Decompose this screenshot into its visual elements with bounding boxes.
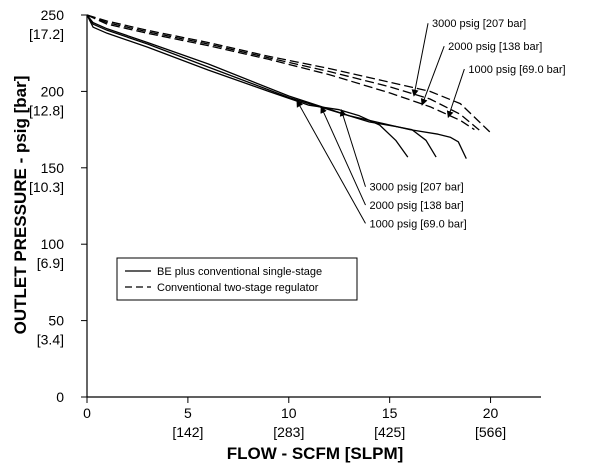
x-tick-label: 5 xyxy=(184,405,192,421)
annotations: 3000 psig [207 bar] 2000 psig [138 bar] 10… xyxy=(296,18,566,230)
annotation-label: 3000 psig [207 bar] xyxy=(432,18,526,30)
y-tick-sublabel: [12.8] xyxy=(29,102,64,118)
y-tick-label: 200 xyxy=(41,83,65,99)
series-line-dashed xyxy=(86,14,492,134)
y-tick-sublabel: [10.3] xyxy=(29,179,64,195)
y-tick-sublabel: [3.4] xyxy=(37,332,64,348)
y-tick-label: 100 xyxy=(41,236,65,252)
annotation-label: 1000 psig [69.0 bar] xyxy=(468,64,565,76)
y-tick-label: 50 xyxy=(48,313,64,329)
annotation-arrow xyxy=(420,45,445,106)
x-tick-label: 10 xyxy=(281,405,297,421)
ticks: 0 5 [142] 10 [283] 15 [425] 20 [566] 0 50 [3.4] 100 [… xyxy=(29,7,506,440)
x-tick-label: 15 xyxy=(382,405,398,421)
y-tick-label: 250 xyxy=(41,7,65,23)
y-tick-sublabel: [17.2] xyxy=(29,26,64,42)
series-line-solid xyxy=(86,14,409,158)
annotation-arrow xyxy=(296,99,366,224)
annotation-arrow xyxy=(339,109,366,187)
x-tick-label: 0 xyxy=(83,405,91,421)
x-tick-sublabel: [425] xyxy=(374,424,405,440)
series-line-solid xyxy=(86,14,467,159)
x-tick-sublabel: [142] xyxy=(172,424,203,440)
x-axis-title: FLOW - SCFM [SLPM] xyxy=(227,444,404,463)
x-tick-sublabel: [283] xyxy=(273,424,304,440)
annotation-label: 3000 psig [207 bar] xyxy=(369,182,463,194)
x-tick-sublabel: [566] xyxy=(475,424,506,440)
series-line-solid xyxy=(86,14,437,158)
annotation-arrow xyxy=(446,68,465,119)
series-line-dashed xyxy=(86,14,475,131)
series-group xyxy=(86,14,492,159)
annotation-arrow xyxy=(411,23,429,97)
annotation-label: 2000 psig [138 bar] xyxy=(369,200,463,212)
legend: BE plus conventional single-stage Convent… xyxy=(116,257,358,301)
annotation-label: 2000 psig [138 bar] xyxy=(448,41,542,53)
y-axis-title: OUTLET PRESSURE - psig [bar] xyxy=(11,76,30,335)
x-tick-label: 20 xyxy=(483,405,499,421)
series-line-dashed xyxy=(86,14,481,132)
legend-label: Conventional two-stage regulator xyxy=(157,282,319,294)
legend-box xyxy=(116,257,358,301)
annotation-arrow xyxy=(320,106,366,206)
y-tick-label: 0 xyxy=(56,389,64,405)
y-tick-sublabel: [6.9] xyxy=(37,255,64,271)
legend-label: BE plus conventional single-stage xyxy=(157,266,322,278)
y-tick-label: 150 xyxy=(41,160,65,176)
annotation-label: 1000 psig [69.0 bar] xyxy=(369,218,466,230)
axes xyxy=(86,15,541,398)
